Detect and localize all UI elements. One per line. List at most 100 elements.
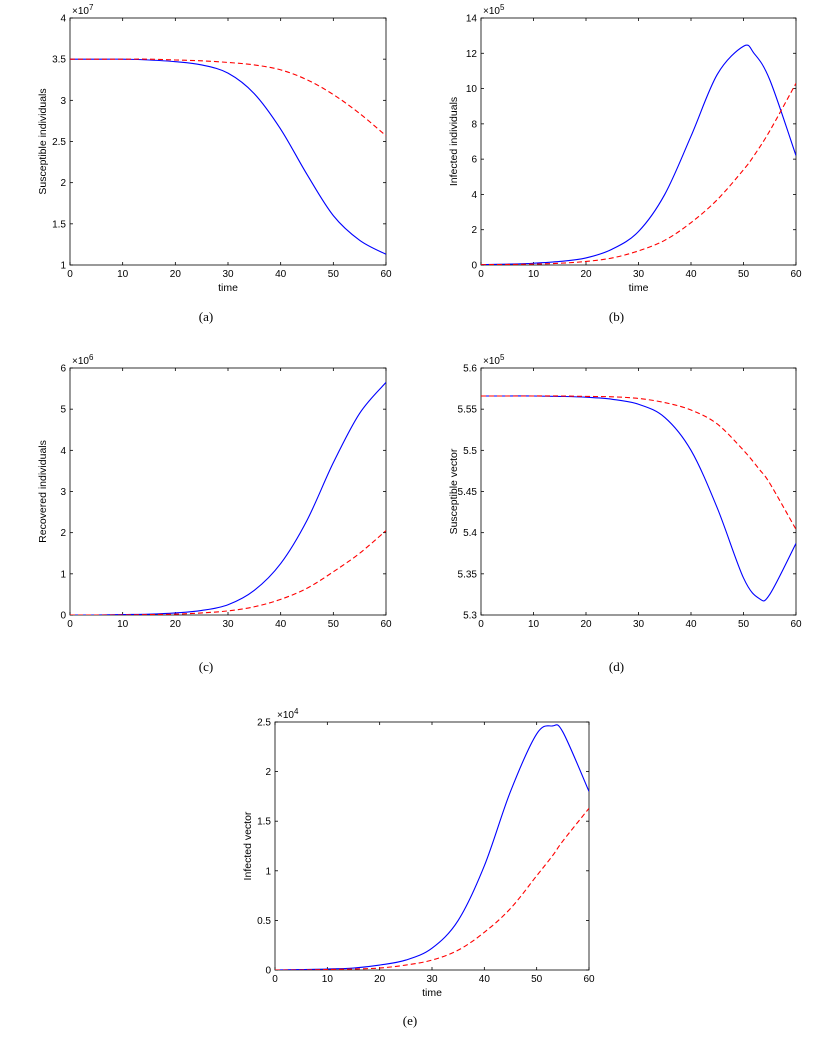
x-tick-label: 60 (380, 619, 392, 630)
x-tick-label: 30 (222, 269, 234, 280)
y-tick-label: 6 (60, 364, 66, 375)
y-tick-label: 0 (471, 261, 477, 272)
y-tick-label: 1 (60, 261, 66, 272)
y-tick-label: 1 (60, 569, 66, 580)
x-tick-label: 0 (67, 269, 73, 280)
y-tick-label: 5.6 (463, 364, 477, 375)
series-line-dashed-red (481, 83, 796, 265)
x-tick-label: 0 (478, 269, 484, 280)
y-tick-label: 3 (60, 487, 66, 498)
panel-caption: (e) (403, 1013, 417, 1028)
y-tick-label: 4 (60, 14, 66, 25)
y-axis-label: Infected individuals (448, 97, 460, 186)
plot-frame (480, 17, 797, 266)
y-tick-label: 2.5 (52, 137, 66, 148)
y-tick-label: 5.55 (458, 405, 478, 416)
y-tick-label: 5.35 (458, 569, 478, 580)
y-tick-label: 4 (60, 446, 66, 457)
y-tick-label: 6 (471, 155, 477, 166)
chart-panel-2: 0 10 20 30 40 50 60 0 2 4 6 8 10 12 14 ×105 time Infected… (448, 3, 802, 324)
y-multiplier-exponent: 5 (500, 353, 505, 362)
y-tick-label: 1.5 (257, 817, 271, 828)
y-multiplier: ×107 (72, 3, 94, 17)
y-multiplier-exponent: 7 (89, 3, 94, 12)
x-tick-label: 60 (790, 269, 802, 280)
x-axis-label: time (629, 282, 649, 294)
y-multiplier: ×105 (483, 353, 505, 367)
series-line-solid-blue (481, 395, 796, 602)
x-tick-label: 30 (633, 619, 645, 630)
x-tick-label: 30 (222, 619, 234, 630)
panel-caption: (a) (199, 309, 213, 324)
x-tick-label: 40 (685, 619, 697, 630)
series-line-solid-blue (275, 724, 589, 970)
x-tick-label: 0 (272, 974, 278, 985)
y-axis-label: Susceptible individuals (37, 88, 49, 194)
x-tick-label: 20 (374, 974, 386, 985)
y-multiplier-exponent: 4 (294, 707, 299, 716)
series-line-solid-blue (481, 44, 796, 265)
y-multiplier: ×104 (277, 707, 299, 721)
x-tick-label: 50 (738, 269, 750, 280)
series-line-solid-blue (70, 382, 386, 615)
x-tick-label: 60 (380, 269, 392, 280)
y-tick-label: 1.5 (52, 219, 66, 230)
x-tick-label: 50 (738, 619, 750, 630)
x-tick-label: 40 (479, 974, 491, 985)
x-tick-label: 0 (67, 619, 73, 630)
y-tick-label: 2 (265, 767, 271, 778)
plot-frame (69, 367, 387, 616)
x-tick-label: 10 (117, 269, 129, 280)
x-tick-label: 10 (528, 269, 540, 280)
x-tick-label: 20 (170, 269, 182, 280)
panel-caption: (b) (609, 309, 624, 324)
y-tick-label: 3 (60, 96, 66, 107)
x-tick-label: 20 (580, 269, 592, 280)
x-tick-label: 10 (528, 619, 540, 630)
plot-frame (274, 721, 590, 971)
x-tick-label: 50 (328, 269, 340, 280)
y-tick-label: 5.45 (458, 487, 478, 498)
y-axis-label: Susceptible vector (448, 448, 460, 534)
x-tick-label: 60 (583, 974, 595, 985)
panel-caption: (c) (199, 659, 213, 674)
y-axis-label: Recovered individuals (37, 440, 49, 543)
x-tick-label: 30 (633, 269, 645, 280)
x-tick-label: 20 (580, 619, 592, 630)
x-tick-label: 30 (426, 974, 438, 985)
y-multiplier-base: ×10 (483, 356, 500, 367)
panel-caption: (d) (609, 659, 624, 674)
x-tick-label: 0 (478, 619, 484, 630)
y-tick-label: 14 (466, 14, 478, 25)
y-tick-label: 5.4 (463, 528, 477, 539)
x-tick-label: 40 (275, 619, 287, 630)
y-tick-label: 2 (471, 225, 477, 236)
y-multiplier-exponent: 6 (89, 353, 94, 362)
y-tick-label: 8 (471, 119, 477, 130)
y-tick-label: 2 (60, 178, 66, 189)
series-line-dashed-red (70, 58, 386, 137)
y-tick-label: 2.5 (257, 718, 271, 729)
x-axis-label: time (422, 987, 442, 999)
y-multiplier-base: ×10 (483, 6, 500, 17)
chart-panel-4: 0 10 20 30 40 50 60 5.3 5.35 5.4 5.45 5.5 5.55 5.6 ×10… (448, 353, 802, 674)
y-multiplier-base: ×10 (72, 6, 89, 17)
x-tick-label: 60 (790, 619, 802, 630)
y-tick-label: 0.5 (257, 916, 271, 927)
y-axis-label: Infected vector (242, 811, 254, 880)
y-tick-label: 1 (265, 866, 271, 877)
x-tick-label: 40 (275, 269, 287, 280)
series-line-solid-blue (70, 58, 386, 255)
chart-panel-5: 0 10 20 30 40 50 60 0 0.5 1 1.5 2 2.5 ×104 time Infecte… (242, 707, 595, 1028)
y-tick-label: 5.3 (463, 611, 477, 622)
x-tick-label: 20 (170, 619, 182, 630)
x-tick-label: 40 (685, 269, 697, 280)
x-tick-label: 10 (117, 619, 129, 630)
chart-panel-1: 0 10 20 30 40 50 60 1 1.5 2 2.5 3 3.5 4 ×107 time Suscep… (37, 3, 392, 324)
x-tick-label: 10 (322, 974, 334, 985)
series-line-dashed-red (481, 395, 796, 530)
y-multiplier-exponent: 5 (500, 3, 505, 12)
y-tick-label: 4 (471, 190, 477, 201)
y-multiplier-base: ×10 (72, 356, 89, 367)
